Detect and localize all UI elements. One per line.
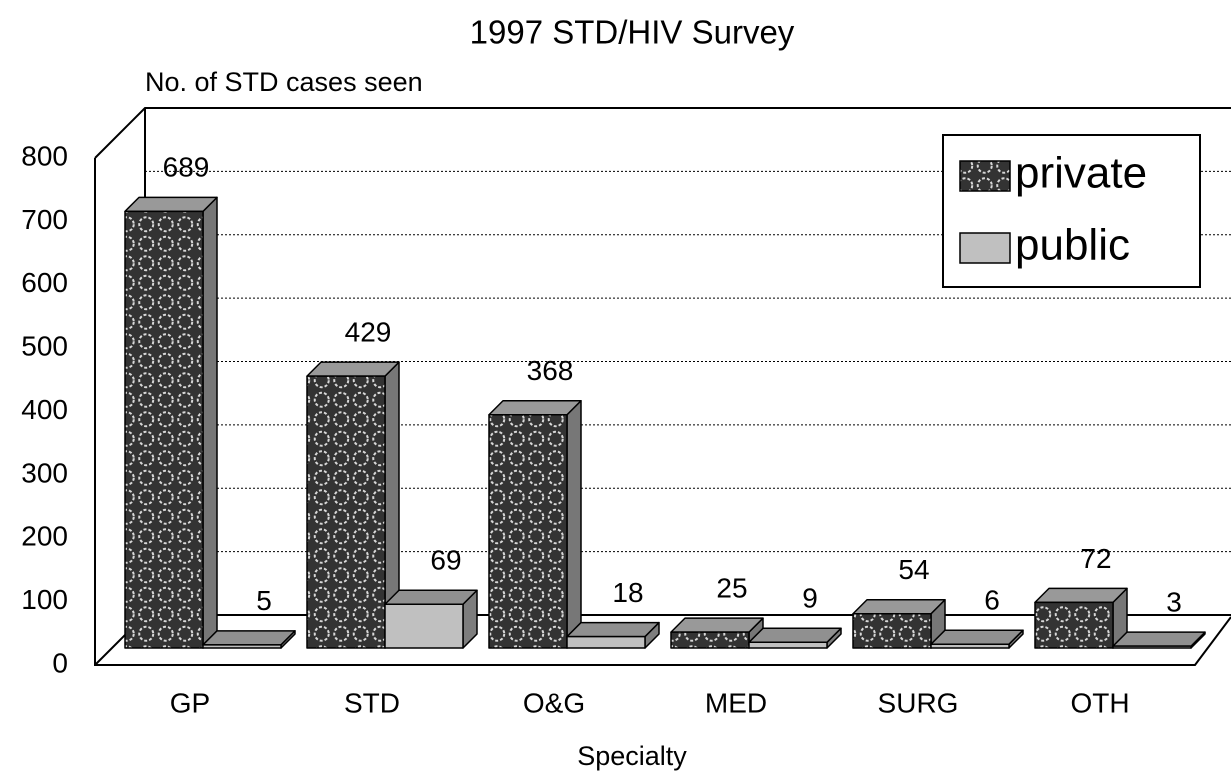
chart-title: 1997 STD/HIV Survey: [470, 14, 795, 51]
bar: [1112, 631, 1206, 649]
x-tick-label: OTH: [1070, 687, 1129, 718]
value-label: 25: [716, 573, 747, 604]
bar-top: [488, 400, 582, 416]
bar-top: [930, 629, 1024, 645]
bar-top: [1112, 631, 1206, 647]
x-tick-label: O&G: [523, 687, 585, 718]
x-tick-label: GP: [170, 687, 210, 718]
legend-swatch: [959, 160, 1011, 192]
bar: [852, 599, 946, 649]
bar-top: [124, 196, 218, 213]
bar-front: [566, 635, 646, 649]
bar-front: [384, 603, 464, 649]
x-tick-label: STD: [344, 687, 400, 718]
bar-top: [748, 627, 842, 644]
legend: private public: [942, 134, 1201, 288]
bar-top: [202, 630, 296, 646]
value-label: 368: [527, 355, 574, 386]
value-label: 54: [898, 554, 929, 585]
bar: [202, 630, 296, 649]
bar-top: [852, 599, 946, 615]
bar-side: [202, 196, 218, 649]
bar-front: [124, 210, 204, 649]
bar-front: [748, 641, 828, 649]
bar-front: [1112, 645, 1192, 649]
value-label: 5: [256, 585, 272, 616]
y-tick-label: 300: [21, 457, 68, 488]
bar-front: [670, 631, 750, 649]
bar: [124, 196, 218, 649]
y-tick-label: 0: [52, 647, 68, 678]
legend-swatch: [959, 232, 1011, 264]
value-label: 72: [1080, 543, 1111, 574]
value-label: 6: [984, 585, 1000, 616]
bar: [488, 400, 582, 649]
value-label: 689: [163, 152, 210, 183]
bar-top: [670, 617, 764, 633]
bar-front: [202, 644, 282, 649]
value-label: 69: [430, 545, 461, 576]
bar-front: [852, 613, 932, 649]
value-label: 3: [1166, 586, 1182, 617]
bar-top: [1034, 587, 1128, 604]
y-tick-label: 200: [21, 521, 68, 552]
bar-front: [1034, 601, 1114, 649]
bar: [384, 589, 478, 649]
bar-front: [488, 414, 568, 649]
bar-front: [306, 375, 386, 649]
bar: [930, 629, 1024, 649]
y-axis-title: No. of STD cases seen: [145, 67, 423, 97]
y-tick-label: 700: [21, 204, 68, 235]
bar-side: [566, 400, 582, 649]
x-tick-label: SURG: [878, 687, 959, 718]
bar-top: [566, 621, 660, 638]
value-label: 9: [802, 583, 818, 614]
bar-front: [930, 643, 1010, 649]
bar: [748, 627, 842, 649]
bar: [1034, 587, 1128, 649]
legend-label: private: [1015, 149, 1147, 198]
y-tick-label: 400: [21, 394, 68, 425]
bar-top: [384, 589, 478, 606]
legend-label: public: [1015, 221, 1130, 270]
x-axis-title: Specialty: [577, 741, 687, 771]
y-tick-label: 100: [21, 584, 68, 615]
bar: [566, 621, 660, 649]
y-tick-label: 500: [21, 331, 68, 362]
y-tick-label: 800: [21, 140, 68, 171]
y-tick-label: 600: [21, 267, 68, 298]
value-label: 429: [345, 317, 392, 348]
x-tick-label: MED: [705, 687, 767, 718]
bar-top: [306, 361, 400, 377]
value-label: 18: [612, 577, 643, 608]
